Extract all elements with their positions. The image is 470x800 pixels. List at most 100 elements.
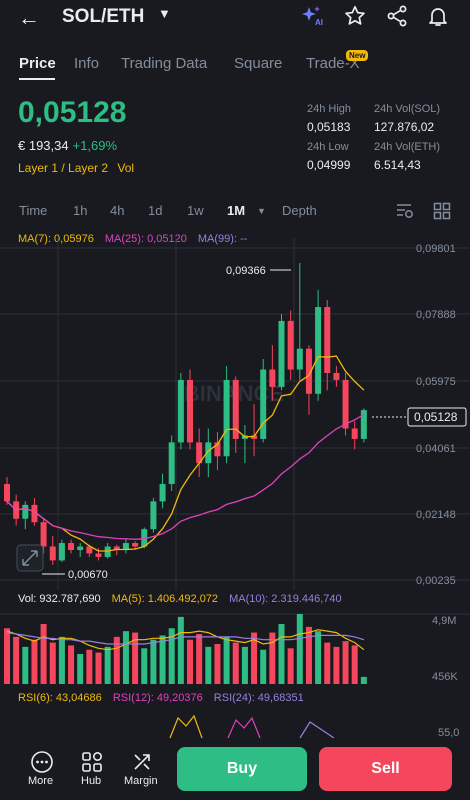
candle-body (360, 410, 367, 439)
volume-label: Vol: 932.787,690 (18, 593, 101, 605)
star-favorite-icon[interactable] (343, 4, 367, 28)
more-label[interactable]: More (28, 775, 54, 787)
volume-bar (40, 624, 47, 684)
high-annotation: 0,09366 (226, 265, 291, 277)
volume-bar (315, 631, 322, 684)
candle-body (104, 546, 111, 557)
bell-notification-icon[interactable] (426, 4, 450, 28)
tag-vol[interactable]: Vol (117, 161, 135, 175)
bottom-action-bar: More Hub Margin Buy Sell (0, 738, 470, 800)
buy-button[interactable]: Buy (177, 747, 307, 791)
rsi24-label: RSI(24): 49,68351 (213, 692, 304, 704)
ma25-line (6, 413, 365, 540)
timeframe-more-chevron-icon[interactable]: ▼ (257, 206, 266, 216)
candle-body (22, 504, 29, 519)
candle-body (305, 348, 312, 394)
candle-body (287, 320, 294, 370)
volume-bar (68, 645, 75, 684)
timeframe-1h[interactable]: 1h (73, 203, 88, 218)
volume-bar (86, 649, 93, 684)
candle-body (214, 442, 221, 457)
volume-bar (132, 632, 139, 684)
stat-high-value: 0,05183 (307, 120, 351, 134)
candlestick-chart[interactable]: BINANCE 0,09366 0,00670 0,05128 0,09801 … (0, 238, 470, 590)
more-icon[interactable] (30, 750, 54, 774)
candle-body (49, 546, 56, 561)
new-badge: New (346, 50, 369, 61)
tab-square[interactable]: Square (234, 55, 283, 72)
volume-bar (150, 639, 157, 684)
high-annotation-label: 0,09366 (226, 265, 266, 277)
chevron-down-icon[interactable]: ▼ (158, 6, 171, 21)
ai-sparkle-icon[interactable]: AI (300, 4, 324, 28)
timeframe-4h[interactable]: 4h (110, 203, 125, 218)
candle-body (278, 320, 285, 387)
ma7-line (6, 355, 365, 552)
hub-label[interactable]: Hub (81, 775, 102, 787)
timeframe-1m[interactable]: 1M (227, 203, 246, 218)
volume-bar (223, 636, 230, 684)
stat-vol-eth-value: 6.514,43 (374, 158, 421, 172)
back-arrow-icon[interactable]: ← (18, 5, 40, 30)
tab-price[interactable]: Price (19, 55, 56, 72)
vol-ma5-label: MA(5): 1.406.492,072 (111, 593, 219, 605)
layout-grid-icon[interactable] (433, 202, 451, 220)
expand-chart-icon[interactable] (16, 544, 44, 572)
axis-label: 0,05975 (416, 376, 456, 388)
candle-body (58, 543, 65, 561)
volume-bar (58, 636, 65, 684)
volume-bar (342, 641, 349, 684)
grid-lines (0, 238, 470, 590)
share-icon[interactable] (385, 4, 409, 28)
indicator-settings-icon[interactable] (395, 202, 415, 220)
timeframe-time[interactable]: Time (19, 203, 48, 218)
volume-bar (269, 632, 276, 684)
candle-body (159, 484, 166, 502)
volume-bar (113, 636, 120, 684)
volume-bar (305, 626, 312, 684)
candle-body (4, 484, 10, 502)
volume-bar (232, 642, 239, 684)
vol-ma5-line (6, 629, 365, 651)
volume-chart[interactable]: 4,9M 456K (0, 606, 470, 686)
candle-body (168, 442, 175, 485)
last-price: 0,05128 (18, 96, 127, 129)
volume-bar (351, 645, 358, 684)
volume-bar (287, 648, 294, 684)
ma-legend: MA(7): 0,05976 MA(25): 0,05120 MA(99): -… (18, 233, 247, 245)
candle-body (223, 379, 230, 457)
margin-icon[interactable] (130, 750, 154, 774)
candle-body (251, 435, 258, 439)
hub-icon[interactable] (80, 750, 104, 774)
volume-bar (360, 676, 367, 684)
candle-body (68, 543, 75, 550)
candle-body (77, 546, 84, 550)
candle-body (150, 501, 157, 530)
candle-body (31, 504, 38, 523)
volume-bar (251, 632, 258, 684)
candle-body (315, 307, 322, 394)
volume-bar (168, 628, 175, 684)
fiat-price: € 193,34 +1,69% (18, 138, 117, 153)
candle-body (86, 546, 93, 554)
volume-bar (296, 614, 303, 684)
margin-label[interactable]: Margin (124, 775, 158, 787)
volume-bar (122, 631, 129, 684)
tab-trading-data[interactable]: Trading Data (121, 55, 208, 72)
volume-bar (49, 642, 56, 684)
timeframe-1w[interactable]: 1w (187, 203, 204, 218)
timeframe-depth[interactable]: Depth (282, 203, 317, 218)
candle-body (196, 442, 203, 464)
timeframe-1d[interactable]: 1d (148, 203, 163, 218)
current-price-box (407, 407, 467, 427)
tab-bar: Price Info Trading Data Square Trade-X (0, 52, 470, 86)
volume-bar (159, 635, 166, 684)
tab-info[interactable]: Info (74, 55, 100, 72)
sell-button[interactable]: Sell (319, 747, 452, 791)
ma25-label: MA(25): 0,05120 (104, 233, 187, 245)
pair-title[interactable]: SOL/ETH (62, 6, 145, 27)
stat-vol-sol-label: 24h Vol(SOL) (374, 103, 441, 115)
rsi-chart[interactable]: 55,0 (0, 706, 470, 738)
tag-layer[interactable]: Layer 1 / Layer 2 (18, 161, 109, 175)
fiat-value: € 193,34 (18, 138, 69, 153)
